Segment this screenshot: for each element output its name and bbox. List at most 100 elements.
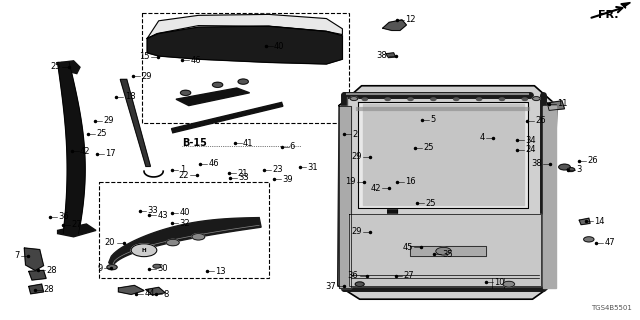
Text: 30: 30 [157,264,168,273]
Polygon shape [58,224,96,237]
Text: 25: 25 [97,129,107,138]
Circle shape [417,247,428,252]
Polygon shape [384,147,397,269]
Text: 33: 33 [239,173,250,182]
Polygon shape [172,102,283,133]
Circle shape [492,133,504,139]
Text: 20: 20 [105,238,115,247]
Text: 38: 38 [531,159,542,168]
Polygon shape [146,287,165,295]
Text: 29: 29 [103,116,113,125]
Circle shape [153,264,161,268]
Text: 25: 25 [426,199,436,208]
Text: 8: 8 [164,290,169,299]
Text: 36: 36 [58,212,69,221]
Text: 11: 11 [557,100,568,108]
Circle shape [431,252,439,256]
Text: 47: 47 [605,238,615,247]
Text: 29: 29 [141,72,152,81]
Text: TGS4B5501: TGS4B5501 [591,305,632,311]
Text: 33: 33 [148,206,159,215]
Text: 27: 27 [71,220,81,229]
Polygon shape [338,86,557,299]
Polygon shape [118,285,144,294]
Text: 29: 29 [351,152,362,161]
Text: 37: 37 [325,282,336,291]
Circle shape [532,97,540,100]
Circle shape [522,98,527,100]
Polygon shape [349,214,541,286]
Text: 43: 43 [157,211,168,220]
Circle shape [508,140,516,144]
Text: 3: 3 [577,165,582,174]
Polygon shape [363,104,524,205]
Text: 38: 38 [376,52,387,60]
Polygon shape [24,248,44,270]
Text: H: H [141,248,147,253]
Text: 46: 46 [191,56,201,65]
Text: 32: 32 [180,219,190,228]
Text: 10: 10 [495,278,505,287]
Text: B-15: B-15 [182,138,207,148]
Circle shape [350,97,358,100]
Text: 2: 2 [353,130,358,139]
Bar [99,182,269,278]
Circle shape [567,168,575,172]
Polygon shape [410,246,486,256]
Text: 40: 40 [274,42,284,51]
Circle shape [584,237,594,242]
Circle shape [180,90,191,95]
Circle shape [502,136,511,140]
Text: 34: 34 [525,136,536,145]
Text: 15: 15 [140,52,150,61]
Polygon shape [176,88,250,106]
Polygon shape [109,218,261,269]
Text: 19: 19 [345,177,355,186]
Polygon shape [147,14,342,38]
Circle shape [385,98,390,100]
Text: 4: 4 [479,133,484,142]
Polygon shape [147,26,342,64]
Circle shape [212,82,223,87]
Polygon shape [61,61,80,74]
Polygon shape [621,3,630,8]
Polygon shape [339,106,351,288]
Circle shape [131,244,157,257]
Circle shape [362,98,367,100]
Text: 36: 36 [348,271,358,280]
Text: 45: 45 [403,243,413,252]
Circle shape [107,265,117,270]
Text: 12: 12 [405,15,415,24]
Text: 17: 17 [106,149,116,158]
Polygon shape [383,20,406,30]
Circle shape [559,164,570,170]
Text: 28: 28 [44,285,54,294]
Text: 7: 7 [15,252,20,260]
Polygon shape [579,218,590,225]
Text: 1: 1 [180,165,185,174]
Text: 29: 29 [351,228,362,236]
Text: 31: 31 [308,163,318,172]
Text: 39: 39 [282,175,292,184]
Polygon shape [547,101,564,110]
Text: 18: 18 [125,92,135,101]
Circle shape [192,234,205,240]
Polygon shape [29,270,46,280]
Text: 26: 26 [535,116,545,125]
Polygon shape [120,79,150,166]
Text: 21: 21 [237,169,248,178]
Polygon shape [543,106,556,288]
Circle shape [477,98,482,100]
Text: 28: 28 [47,266,57,275]
Text: 35: 35 [442,250,452,259]
Circle shape [431,98,436,100]
Text: FR.: FR. [598,10,619,20]
Text: 44: 44 [145,289,155,298]
Text: 24: 24 [525,145,536,154]
Circle shape [166,239,179,246]
Circle shape [499,98,504,100]
Circle shape [436,247,451,255]
Bar [142,13,349,123]
Text: 46: 46 [209,159,219,168]
Text: 6: 6 [290,142,295,151]
